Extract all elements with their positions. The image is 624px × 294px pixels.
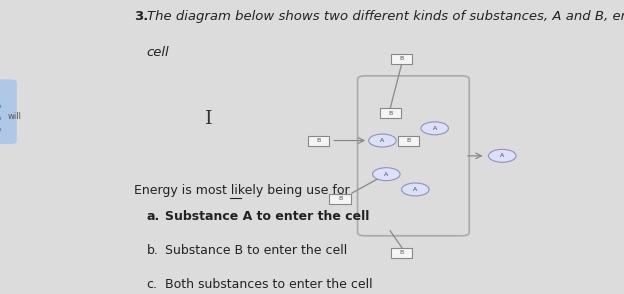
- Text: A: A: [384, 172, 389, 177]
- Circle shape: [489, 149, 516, 162]
- Text: A: A: [413, 187, 417, 192]
- Text: Substance B to enter the cell: Substance B to enter the cell: [165, 244, 348, 257]
- FancyBboxPatch shape: [398, 136, 419, 146]
- Text: B: B: [399, 250, 404, 255]
- Text: B: B: [406, 138, 411, 143]
- Text: B: B: [316, 138, 320, 143]
- FancyBboxPatch shape: [0, 79, 17, 144]
- Text: A: A: [500, 153, 504, 158]
- Text: b.: b.: [147, 244, 158, 257]
- FancyBboxPatch shape: [379, 108, 401, 118]
- Text: The diagram below shows two different kinds of substances, A and B, entering the: The diagram below shows two different ki…: [147, 10, 624, 23]
- Text: B: B: [338, 196, 342, 201]
- Text: B: B: [399, 56, 404, 61]
- Text: Energy is most likely being use for: Energy is most likely being use for: [134, 184, 350, 197]
- Circle shape: [369, 134, 396, 147]
- Text: a.: a.: [147, 210, 160, 223]
- Text: Substance A to enter the cell: Substance A to enter the cell: [165, 210, 370, 223]
- Text: A: A: [380, 138, 384, 143]
- Text: I: I: [205, 110, 213, 128]
- FancyBboxPatch shape: [308, 136, 329, 146]
- Text: B: B: [388, 111, 392, 116]
- FancyBboxPatch shape: [329, 194, 351, 204]
- Text: A: A: [432, 126, 437, 131]
- Text: 3.: 3.: [134, 10, 149, 23]
- Circle shape: [373, 168, 400, 181]
- Text: cell: cell: [147, 46, 169, 59]
- Text: c.: c.: [147, 278, 158, 291]
- Text: Both substances to enter the cell: Both substances to enter the cell: [165, 278, 373, 291]
- Text: will: will: [8, 112, 22, 121]
- FancyBboxPatch shape: [391, 248, 412, 258]
- Circle shape: [402, 183, 429, 196]
- FancyBboxPatch shape: [391, 54, 412, 64]
- Circle shape: [421, 122, 449, 135]
